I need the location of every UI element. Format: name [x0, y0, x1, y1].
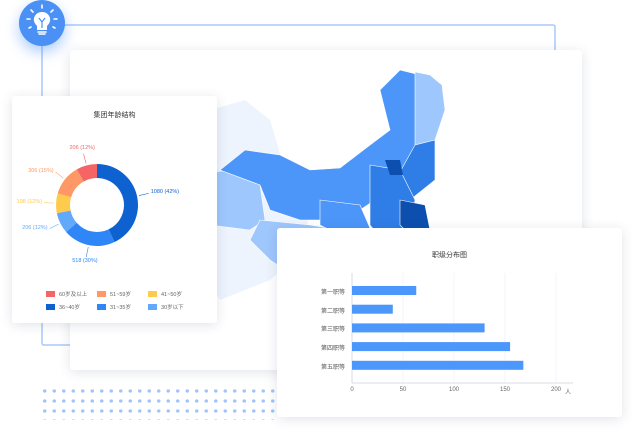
donut-data-label: 306 (15%) [28, 167, 54, 174]
donut-label-line [85, 247, 89, 257]
legend-label: 36~40岁 [59, 305, 80, 311]
donut-slice[interactable] [55, 193, 72, 214]
y-category-label: 第四职等 [320, 346, 345, 353]
legend-item[interactable]: 41~50岁 [148, 290, 182, 298]
legend-swatch [148, 304, 157, 310]
donut-label-line [83, 153, 87, 164]
donut-label-line [49, 223, 59, 229]
map-region [385, 160, 403, 175]
legend-item[interactable]: 51~59岁 [97, 290, 131, 298]
age-donut-chart [44, 153, 149, 257]
donut-slice[interactable] [97, 164, 138, 243]
y-category-label: 第二职等 [320, 308, 345, 315]
donut-data-label: 206 (12%) [22, 224, 48, 231]
legend-swatch [46, 291, 55, 297]
rank-bar-chart [351, 273, 573, 384]
legend-label: 31~35岁 [110, 305, 131, 311]
legend-label: 41~50岁 [161, 292, 182, 298]
lightbulb-icon [26, 4, 58, 35]
legend-item[interactable]: 31~35岁 [97, 303, 131, 311]
legend-swatch [148, 291, 157, 297]
x-tick-label: 150 [499, 387, 511, 393]
age-chart-title: 集团年龄结构 [93, 112, 136, 119]
lightbulb-button[interactable] [19, 0, 65, 46]
y-category-label: 第一职等 [320, 290, 345, 296]
legend-label: 30岁以下 [161, 305, 184, 311]
legend-item[interactable]: 36~40岁 [46, 303, 80, 311]
y-category-label: 第五职等 [320, 364, 345, 371]
legend-label: 51~59岁 [110, 292, 131, 298]
age-structure-card: 集团年龄结构 60岁及以上 51~59岁 41~50岁 36~40岁 31~35岁 30岁… [12, 96, 217, 323]
x-tick-label: 0 [350, 387, 354, 393]
donut-data-label: 198 (12%) [16, 198, 43, 205]
donut-data-label: 206 (12%) [69, 144, 95, 151]
bar[interactable] [352, 323, 485, 333]
legend-item[interactable]: 60岁及以上 [46, 290, 87, 298]
x-unit-label: 人 [564, 390, 572, 396]
x-tick-label: 50 [399, 387, 407, 393]
legend-swatch [97, 291, 106, 297]
donut-slice[interactable] [57, 169, 84, 198]
legend-swatch [46, 304, 55, 310]
bar[interactable] [352, 342, 511, 352]
donut-data-label: 1080 (42%) [150, 189, 180, 196]
donut-label-line [55, 171, 64, 179]
legend-label: 60岁及以上 [59, 292, 88, 298]
donut-slice[interactable] [66, 222, 115, 247]
bar[interactable] [352, 304, 393, 314]
donut-slice[interactable] [76, 164, 97, 182]
x-tick-label: 100 [448, 387, 460, 393]
rank-chart-title: 职级分布图 [432, 252, 467, 259]
bar[interactable] [352, 286, 417, 295]
legend-swatch [97, 304, 106, 310]
dot-grid [40, 386, 280, 420]
donut-slice[interactable] [56, 210, 77, 232]
legend-item[interactable]: 30岁以下 [148, 303, 184, 311]
x-tick-label: 200 [550, 387, 562, 393]
map-region [414, 71, 446, 146]
rank-distribution-card: 职级分布图 0 50 100 150 200 人 第一职等第二职等第三职等第四职等第五职等 [277, 228, 622, 417]
donut-label-line [138, 193, 149, 196]
bar[interactable] [352, 360, 524, 370]
y-category-label: 第三职等 [320, 327, 345, 334]
donut-data-label: 518 (30%) [72, 257, 98, 264]
